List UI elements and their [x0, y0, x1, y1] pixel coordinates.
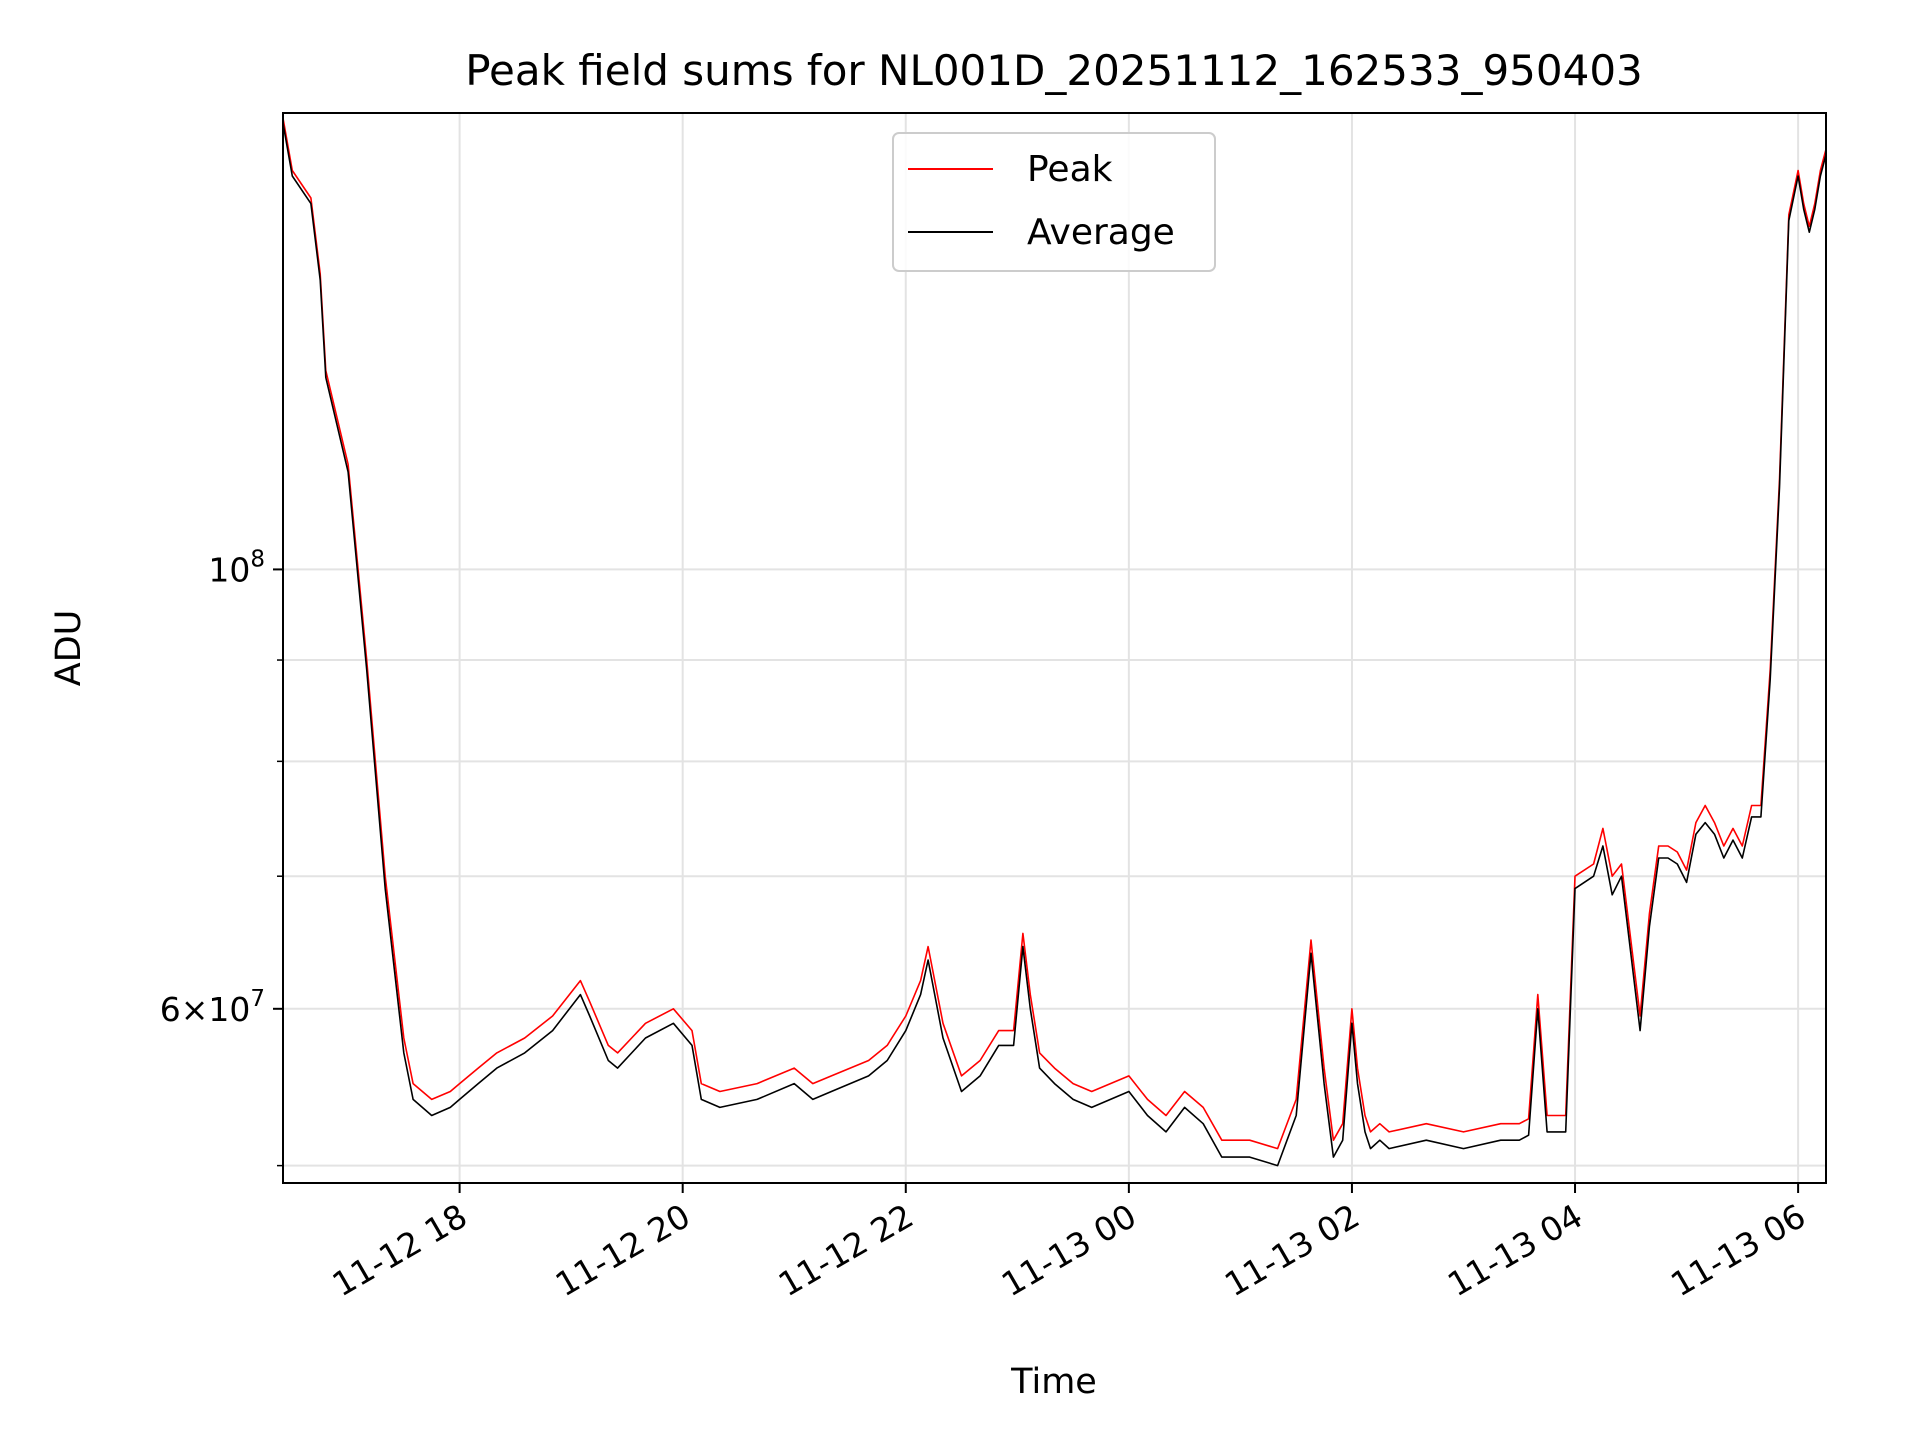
grid-lines	[283, 113, 1826, 1183]
series-line-average	[282, 123, 1827, 1167]
plot-frame	[282, 112, 1827, 1184]
y-axis: 6×107 108	[160, 546, 283, 1167]
legend-box	[892, 132, 1216, 272]
series-line-peak	[282, 117, 1827, 1150]
y-tick-label-1: 108	[208, 546, 265, 589]
legend: Peak Average	[892, 132, 1216, 272]
plot-area	[282, 117, 1827, 1167]
y-tick-label-0: 6×107	[160, 986, 265, 1029]
y-axis-label: ADU	[49, 610, 89, 687]
x-axis-label: Time	[1010, 1362, 1097, 1402]
legend-label-peak: Peak	[1027, 149, 1113, 190]
legend-label-average: Average	[1027, 212, 1175, 253]
chart-title: Peak field sums for NL001D_20251112_1625…	[465, 46, 1643, 95]
